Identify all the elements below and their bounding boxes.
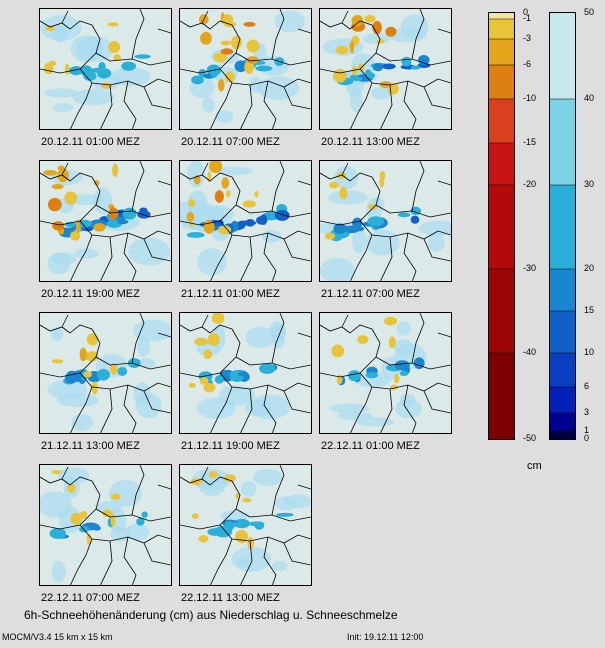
map-panel xyxy=(319,160,452,282)
colorbar-fill xyxy=(489,13,514,439)
colorbar-tick-label: 30 xyxy=(584,179,595,189)
snow-change-map xyxy=(180,9,311,129)
colorbar-tick-label: -3 xyxy=(523,33,532,43)
colorbar-segment xyxy=(489,143,514,185)
colorbar-segment xyxy=(550,413,575,431)
colorbar-tick-label: 1 xyxy=(584,425,590,435)
colorbar-tick-label: 0 xyxy=(584,433,590,443)
snow-change-map xyxy=(320,9,451,129)
colorbar-tick-label: -1 xyxy=(523,13,532,23)
colorbar-tick-label: 40 xyxy=(584,93,595,103)
colorbar-segment xyxy=(550,13,575,99)
colorbar-segment xyxy=(489,65,514,99)
colorbar-segment xyxy=(550,431,575,439)
colorbar-segment xyxy=(550,269,575,311)
colorbar-segment xyxy=(489,13,514,19)
map-panel xyxy=(319,312,452,434)
panel-time-label: 20.12.11 19:00 MEZ xyxy=(41,288,140,300)
colorbar-tick-label: 0 xyxy=(523,7,529,17)
map-panel xyxy=(39,464,172,586)
colorbar-segment xyxy=(550,185,575,269)
map-panel xyxy=(179,8,312,130)
snow-change-map xyxy=(320,161,451,281)
colorbar-segment xyxy=(550,99,575,185)
colorbar-tick-label: 10 xyxy=(584,347,595,357)
snow-change-map xyxy=(180,465,311,585)
colorbar-tick-label: -50 xyxy=(523,433,537,443)
colorbar-snow-gain xyxy=(549,12,576,440)
panel-time-label: 20.12.11 13:00 MEZ xyxy=(321,136,420,148)
init-time: Init: 19.12.11 12:00 xyxy=(347,632,424,642)
colorbar-tick-label: 20 xyxy=(584,263,595,273)
colorbar-segment xyxy=(550,387,575,413)
colorbar-tick-label: 3 xyxy=(584,407,590,417)
figure-caption: 6h-Schneehöhenänderung (cm) aus Niedersc… xyxy=(24,608,398,622)
panel-time-label: 21.12.11 13:00 MEZ xyxy=(41,440,140,452)
snow-change-map xyxy=(40,465,171,585)
snow-change-map xyxy=(180,313,311,433)
map-panel xyxy=(179,312,312,434)
panel-time-label: 22.12.11 13:00 MEZ xyxy=(181,592,280,604)
panel-time-label: 22.12.11 07:00 MEZ xyxy=(41,592,140,604)
colorbar-tick-label: 50 xyxy=(584,7,595,17)
panel-time-label: 20.12.11 07:00 MEZ xyxy=(181,136,280,148)
snow-change-map xyxy=(180,161,311,281)
colorbar-tick-label: -20 xyxy=(523,179,537,189)
colorbar-fill xyxy=(550,13,575,439)
colorbar-segment xyxy=(550,311,575,353)
panel-time-label: 22.12.11 01:00 MEZ xyxy=(321,440,420,452)
colorbar-segment xyxy=(489,99,514,143)
model-label: MOCM/V3.4 15 km x 15 km xyxy=(2,632,113,642)
panel-time-label: 21.12.11 07:00 MEZ xyxy=(321,288,420,300)
colorbar-snow-loss xyxy=(488,12,515,440)
snow-change-map xyxy=(40,9,171,129)
colorbar-tick-label: 6 xyxy=(584,381,590,391)
colorbar-tick-label: -15 xyxy=(523,137,537,147)
colorbar-tick-label: -10 xyxy=(523,93,537,103)
colorbar-segment xyxy=(489,353,514,439)
panel-time-label: 20.12.11 01:00 MEZ xyxy=(41,136,140,148)
map-panel xyxy=(39,160,172,282)
map-panel xyxy=(179,464,312,586)
snow-change-map xyxy=(320,313,451,433)
colorbar-tick-label: 15 xyxy=(584,305,595,315)
panel-time-label: 21.12.11 19:00 MEZ xyxy=(181,440,280,452)
colorbar-tick-label: -6 xyxy=(523,59,532,69)
colorbar-segment xyxy=(489,185,514,269)
colorbar-tick-label: -40 xyxy=(523,347,537,357)
colorbar-tick-label: -30 xyxy=(523,263,537,273)
map-panel xyxy=(179,160,312,282)
map-panel xyxy=(39,312,172,434)
colorbar-segment xyxy=(489,39,514,65)
colorbar-segment xyxy=(489,269,514,353)
snow-change-map xyxy=(40,313,171,433)
colorbar-segment xyxy=(489,19,514,39)
colorbar-segment xyxy=(550,353,575,387)
unit-label: cm xyxy=(527,460,542,472)
map-panel xyxy=(39,8,172,130)
panel-time-label: 21.12.11 01:00 MEZ xyxy=(181,288,280,300)
map-panel xyxy=(319,8,452,130)
snow-change-map xyxy=(40,161,171,281)
